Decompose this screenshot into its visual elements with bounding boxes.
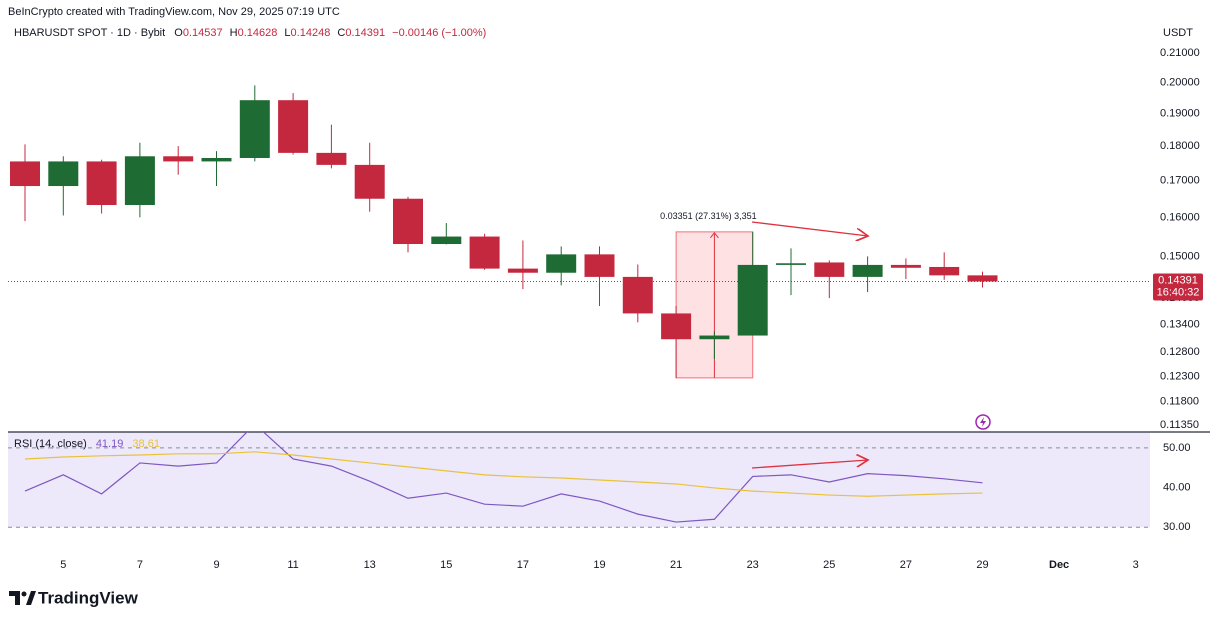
- candle-body: [890, 264, 921, 268]
- ohlc-value: 0.14628: [238, 27, 278, 39]
- axis-unit: USDT: [1163, 27, 1193, 39]
- y-tick-label: 0.19000: [1160, 107, 1200, 119]
- countdown: 16:40:32: [1157, 286, 1200, 298]
- rsi-line: [24, 432, 983, 523]
- x-tick-label: 21: [670, 559, 682, 571]
- candle-body: [469, 236, 500, 269]
- candle-body: [737, 264, 768, 336]
- candle-body: [393, 198, 423, 245]
- candle-body: [776, 263, 806, 265]
- x-tick-label: 5: [60, 559, 66, 571]
- y-tick-label: 0.12300: [1160, 370, 1200, 382]
- x-tick-label: 27: [900, 559, 912, 571]
- x-tick-label: 25: [823, 559, 835, 571]
- annotation-arrow: [751, 221, 868, 236]
- rsi-legend: RSI (14, close) 41.19 38.61: [14, 438, 160, 450]
- candle-body: [622, 276, 653, 314]
- y-tick-label: 0.20000: [1160, 76, 1200, 88]
- x-tick-label: 19: [593, 559, 605, 571]
- candle-body: [201, 157, 232, 162]
- measure-label: 0.03351 (27.31%) 3,351: [660, 211, 757, 221]
- legend: HBARUSDT SPOT · 1D · Bybit O0.14537 H0.1…: [14, 27, 486, 39]
- candle-body: [48, 161, 79, 187]
- ohlc-value: 0.14537: [183, 27, 223, 39]
- rsi-tick-label: 40.00: [1163, 481, 1191, 493]
- candle-body: [584, 254, 615, 277]
- measure-arrow-head: [710, 232, 719, 239]
- candle-body: [239, 100, 270, 158]
- candle-body: [507, 268, 538, 273]
- x-tick-label: 9: [213, 559, 219, 571]
- rsi-title: RSI (14, close): [14, 438, 87, 450]
- logo: TradingView: [38, 588, 139, 607]
- y-tick-label: 0.16000: [1160, 211, 1200, 223]
- x-tick-label: 7: [137, 559, 143, 571]
- rsi-ma-value: 38.61: [132, 438, 160, 450]
- price-label-bg: [1153, 273, 1203, 301]
- x-tick-label: 15: [440, 559, 452, 571]
- candle-body: [278, 100, 309, 153]
- ohlc-letter: O: [174, 27, 183, 39]
- x-tick-label: 17: [517, 559, 529, 571]
- candle-body: [163, 156, 194, 162]
- candle-body: [546, 254, 577, 273]
- y-tick-label: 0.18000: [1160, 140, 1200, 152]
- rsi-ma-line: [24, 451, 983, 497]
- candle-body: [10, 161, 40, 187]
- x-tick-label: 11: [287, 559, 298, 571]
- candle-body: [124, 156, 155, 206]
- rsi-tick-label: 50.00: [1163, 442, 1191, 454]
- candle-body: [661, 313, 692, 340]
- y-tick-label: 0.21000: [1160, 47, 1200, 59]
- rsi-band: [8, 432, 1150, 528]
- x-tick-label: Dec: [1049, 559, 1069, 571]
- ohlc-value: 0.14391: [345, 27, 385, 39]
- candle-body: [814, 262, 845, 277]
- candle-body: [967, 275, 998, 282]
- plot: 0.21000 0.20000 0.19000 0.18000 0.17000 0.160…: [8, 47, 1210, 571]
- annotation-arrow: [751, 460, 868, 469]
- ohlc-letter: L: [284, 27, 290, 39]
- y-tick-label: 0.12800: [1160, 346, 1200, 358]
- candle-body: [929, 266, 960, 276]
- x-tick-label: 13: [364, 559, 376, 571]
- y-tick-label: 0.11800: [1160, 395, 1199, 407]
- candle-body: [852, 264, 883, 277]
- candle-body: [431, 236, 462, 245]
- rsi-tick-label: 30.00: [1163, 521, 1191, 533]
- logo-mark: [9, 591, 36, 605]
- y-tick-label: 0.17000: [1160, 175, 1200, 187]
- x-tick-label: 29: [976, 559, 988, 571]
- rsi-value: 41.19: [96, 438, 124, 450]
- price-label: 0.14391: [1158, 274, 1198, 286]
- ohlc-letter: H: [230, 27, 238, 39]
- candle-body: [86, 161, 117, 206]
- candle-body: [699, 335, 730, 340]
- x-tick-label: 23: [747, 559, 759, 571]
- candle-body: [354, 164, 385, 199]
- symbol: HBARUSDT SPOT · 1D · Bybit: [14, 27, 165, 39]
- y-tick-label: 0.13400: [1160, 319, 1200, 331]
- x-tick-label: 3: [1133, 559, 1139, 571]
- watermark: BeInCrypto created with TradingView.com,…: [8, 6, 340, 18]
- rsi-pane: [8, 432, 1150, 528]
- rsi-lines: [24, 432, 983, 523]
- change: −0.00146 (−1.00%): [392, 27, 486, 39]
- alert-icon: [975, 414, 991, 430]
- y-tick-label: 0.15000: [1160, 250, 1200, 262]
- y-tick-label: 0.11350: [1160, 419, 1199, 431]
- ohlc-value: 0.14248: [291, 27, 331, 39]
- candle-body: [316, 152, 347, 165]
- ohlc-letter: C: [337, 27, 345, 39]
